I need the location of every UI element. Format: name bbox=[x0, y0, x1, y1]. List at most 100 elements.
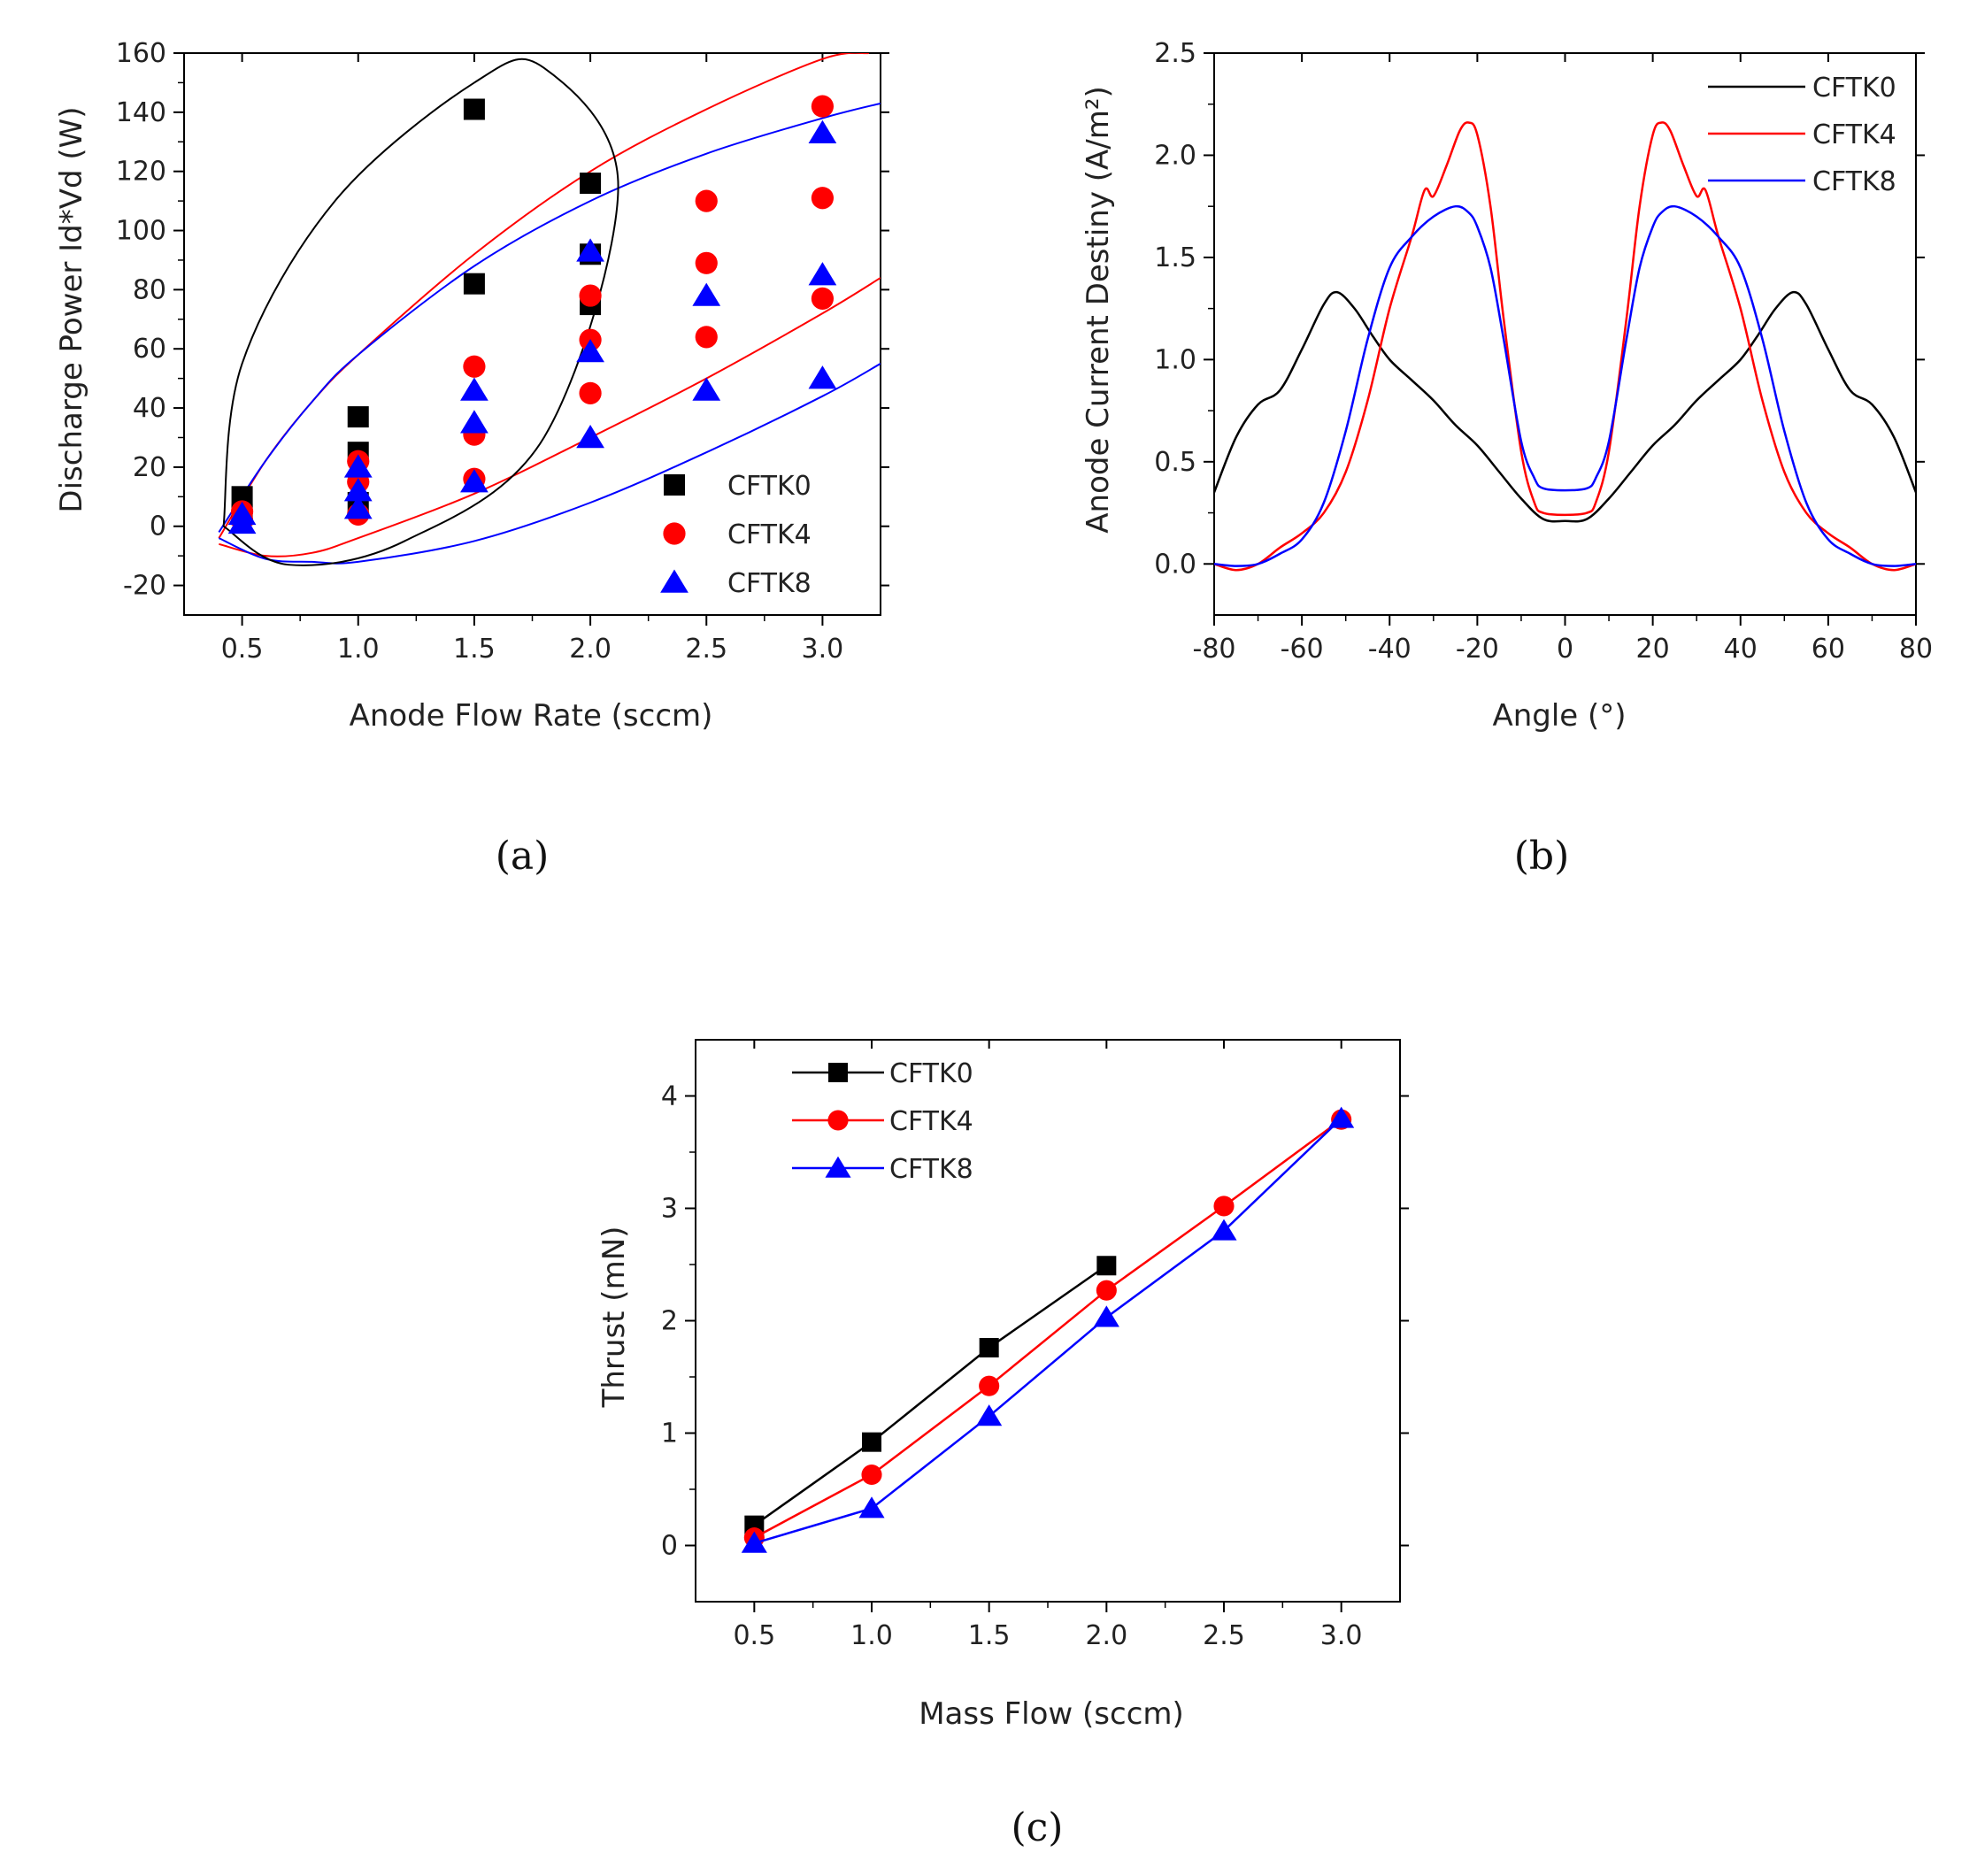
data-point-CFTK8 bbox=[1093, 1305, 1119, 1327]
y-tick-label: 40 bbox=[133, 393, 166, 424]
data-point-CFTK4 bbox=[979, 1375, 1000, 1396]
data-point-CFTK8 bbox=[460, 469, 488, 493]
legend-label: CFTK8 bbox=[727, 568, 812, 599]
series-line-CFTK8 bbox=[1214, 204, 1916, 567]
x-tick-label: -40 bbox=[1368, 634, 1412, 665]
plot-frame bbox=[1213, 52, 1917, 616]
legend-marker-CFTK8 bbox=[825, 1156, 851, 1178]
data-point-CFTK4 bbox=[811, 95, 835, 118]
data-point-CFTK8 bbox=[692, 377, 721, 401]
data-point-CFTK4 bbox=[695, 251, 718, 274]
data-point-CFTK0 bbox=[347, 406, 369, 428]
x-tick-label: -20 bbox=[1456, 634, 1499, 665]
data-point-CFTK8 bbox=[976, 1404, 1003, 1426]
legend-label: CFTK0 bbox=[1812, 73, 1896, 104]
legend-label: CFTK4 bbox=[727, 519, 812, 550]
data-point-CFTK8 bbox=[343, 454, 373, 478]
data-point-CFTK4 bbox=[695, 326, 718, 349]
data-point-CFTK8 bbox=[576, 424, 604, 449]
y-tick-label: 1.0 bbox=[1154, 344, 1196, 375]
x-tick-label: 0 bbox=[1557, 634, 1573, 665]
y-tick-label: 2.5 bbox=[1154, 38, 1196, 69]
panel-a-xlabel: Anode Flow Rate (sccm) bbox=[350, 698, 713, 734]
panel-b-caption: (b) bbox=[1514, 834, 1570, 879]
legend-label: CFTK8 bbox=[889, 1154, 973, 1185]
panel-c-ylabel: Thrust (mN) bbox=[596, 1226, 632, 1409]
data-point-CFTK8 bbox=[808, 119, 837, 143]
data-point-CFTK8 bbox=[460, 410, 488, 434]
x-tick-label: 2.5 bbox=[685, 634, 727, 665]
y-tick-label: 20 bbox=[133, 452, 166, 483]
x-tick-label: -60 bbox=[1281, 634, 1324, 665]
y-tick-label: 0.0 bbox=[1154, 549, 1196, 580]
legend-marker-CFTK0 bbox=[828, 1063, 848, 1082]
x-tick-label: 60 bbox=[1812, 634, 1845, 665]
panel-a-caption: (a) bbox=[496, 834, 550, 879]
y-tick-label: 2.0 bbox=[1154, 140, 1196, 171]
y-tick-label: 1.5 bbox=[1154, 242, 1196, 273]
data-point-CFTK4 bbox=[695, 189, 718, 212]
x-tick-label: 1.5 bbox=[968, 1620, 1011, 1651]
data-point-CFTK0 bbox=[1096, 1256, 1117, 1276]
panel-b-chart: -80 -60 -40 -20 0 20 40 60 80 0.0 0.5 1.0 1.5 2.0 2.5 C… bbox=[1081, 38, 1933, 879]
fit-curve bbox=[218, 102, 881, 533]
legend-label: CFTK0 bbox=[727, 471, 812, 502]
series-line-CFTK0 bbox=[753, 1265, 1108, 1526]
data-point-CFTK4 bbox=[811, 287, 835, 310]
series-line-CFTK0 bbox=[1214, 290, 1916, 523]
fit-curve bbox=[218, 53, 870, 539]
x-tick-label: 2.0 bbox=[1085, 1620, 1127, 1651]
data-point-CFTK0 bbox=[979, 1337, 999, 1357]
x-tick-label: 3.0 bbox=[1320, 1620, 1363, 1651]
data-point-CFTK0 bbox=[463, 98, 485, 120]
highlight-ellipse bbox=[222, 58, 619, 566]
data-point-CFTK4 bbox=[861, 1464, 882, 1486]
y-tick-label: 60 bbox=[133, 334, 166, 365]
legend-label: CFTK0 bbox=[889, 1058, 973, 1089]
y-tick-label: 3 bbox=[661, 1194, 678, 1225]
x-tick-label: 40 bbox=[1724, 634, 1758, 665]
data-point-CFTK8 bbox=[741, 1531, 767, 1553]
x-tick-label: -80 bbox=[1193, 634, 1236, 665]
data-point-CFTK8 bbox=[460, 377, 488, 401]
x-tick-label: 0.5 bbox=[733, 1620, 775, 1651]
legend-marker-CFTK4 bbox=[663, 522, 686, 545]
x-tick-label: 2.0 bbox=[569, 634, 612, 665]
data-point-CFTK4 bbox=[1213, 1196, 1235, 1217]
series-line-CFTK4 bbox=[1214, 121, 1916, 572]
panel-a-ylabel: Discharge Power Id*Vd (W) bbox=[54, 106, 89, 512]
plot-area bbox=[218, 53, 881, 566]
data-point-CFTK4 bbox=[463, 355, 486, 378]
panel-c-xlabel: Mass Flow (sccm) bbox=[919, 1696, 1184, 1732]
data-point-CFTK8 bbox=[808, 262, 837, 286]
x-tick-label: 20 bbox=[1636, 634, 1670, 665]
y-tick-label: 160 bbox=[116, 38, 166, 69]
data-point-CFTK0 bbox=[862, 1432, 881, 1452]
data-point-CFTK8 bbox=[576, 238, 604, 262]
y-tick-label: -20 bbox=[123, 571, 166, 602]
plot-frame bbox=[695, 1039, 1401, 1603]
panel-b-ylabel: Anode Current Destiny (A/m²) bbox=[1081, 86, 1116, 533]
legend-label: CFTK8 bbox=[1812, 166, 1896, 197]
fit-curve bbox=[219, 277, 881, 557]
series-line-CFTK4 bbox=[753, 1119, 1342, 1539]
data-point-CFTK4 bbox=[579, 381, 602, 404]
series-line-CFTK8 bbox=[753, 1117, 1342, 1545]
data-point-CFTK8 bbox=[343, 478, 373, 502]
x-tick-label: 0.5 bbox=[221, 634, 264, 665]
legend-marker-CFTK4 bbox=[827, 1110, 849, 1131]
data-point-CFTK8 bbox=[858, 1496, 885, 1518]
y-tick-label: 140 bbox=[116, 97, 166, 128]
panel-b-xlabel: Angle (°) bbox=[1492, 698, 1626, 734]
legend-marker-CFTK0 bbox=[664, 474, 685, 496]
legend: CFTK0 CFTK4 CFTK8 bbox=[1708, 73, 1896, 197]
legend-label: CFTK4 bbox=[889, 1106, 973, 1137]
plot-area bbox=[1214, 121, 1916, 572]
x-tick-label: 80 bbox=[1899, 634, 1933, 665]
y-tick-label: 120 bbox=[116, 157, 166, 188]
legend: CFTK0 CFTK4 CFTK8 bbox=[792, 1058, 973, 1185]
legend-label: CFTK4 bbox=[1812, 119, 1896, 150]
y-tick-label: 100 bbox=[116, 216, 166, 247]
y-tick-label: 1 bbox=[661, 1419, 678, 1449]
data-point-CFTK8 bbox=[576, 339, 604, 363]
